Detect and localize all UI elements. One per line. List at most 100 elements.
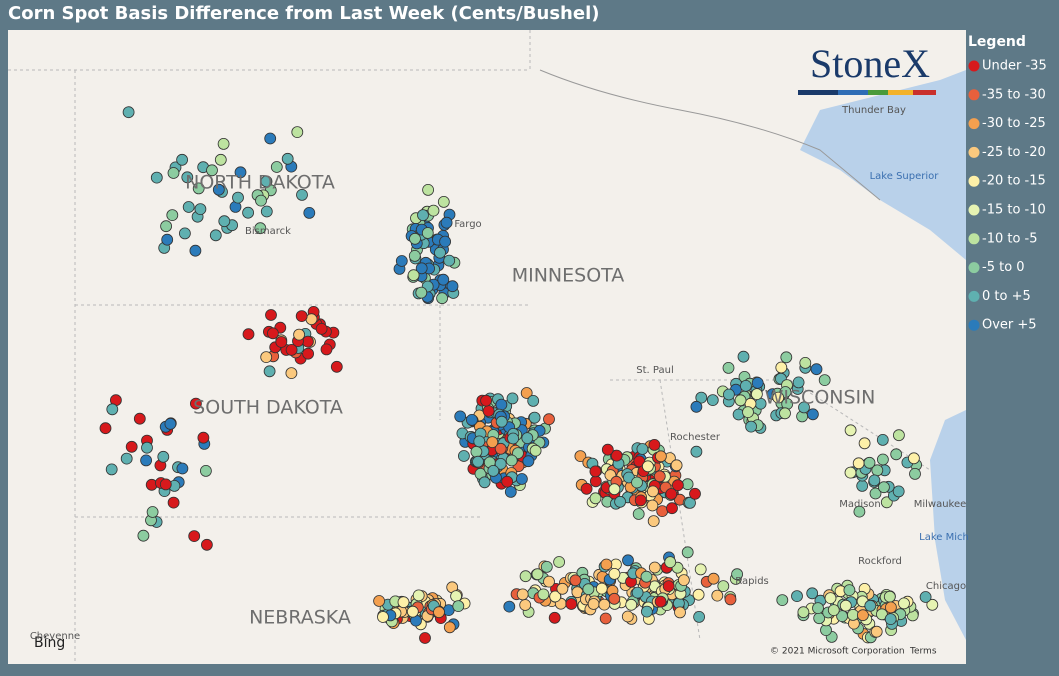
marker bbox=[427, 204, 440, 217]
marker bbox=[779, 407, 791, 420]
legend-swatch bbox=[968, 89, 980, 101]
marker bbox=[422, 183, 435, 196]
marker bbox=[495, 415, 508, 428]
marker bbox=[232, 191, 244, 204]
place-label: Rockford bbox=[858, 556, 902, 567]
marker bbox=[653, 470, 666, 483]
marker bbox=[528, 411, 541, 424]
marker bbox=[666, 502, 678, 515]
marker bbox=[182, 201, 195, 213]
marker bbox=[212, 183, 225, 196]
marker bbox=[452, 600, 465, 612]
marker bbox=[670, 459, 683, 472]
marker bbox=[648, 561, 661, 574]
marker bbox=[189, 397, 202, 410]
marker bbox=[181, 171, 194, 184]
legend-title: Legend bbox=[968, 34, 1026, 50]
marker bbox=[234, 166, 247, 179]
marker bbox=[408, 249, 421, 262]
marker bbox=[415, 262, 428, 275]
marker bbox=[214, 153, 227, 166]
marker bbox=[711, 589, 724, 602]
marker bbox=[690, 400, 703, 413]
marker bbox=[614, 495, 626, 508]
marker bbox=[662, 580, 675, 592]
legend-label: -10 to -5 bbox=[982, 231, 1038, 246]
marker bbox=[434, 246, 446, 259]
marker bbox=[856, 479, 869, 492]
marker bbox=[798, 401, 810, 414]
legend-label: 0 to +5 bbox=[982, 289, 1031, 304]
legend-panel bbox=[966, 30, 1059, 672]
marker bbox=[844, 466, 857, 479]
marker bbox=[878, 481, 890, 494]
marker bbox=[519, 570, 532, 583]
marker bbox=[176, 462, 189, 475]
marker bbox=[745, 420, 757, 433]
marker bbox=[569, 574, 582, 587]
marker bbox=[305, 313, 318, 326]
marker bbox=[549, 590, 562, 603]
marker bbox=[178, 227, 191, 240]
marker bbox=[303, 206, 316, 219]
marker bbox=[260, 351, 273, 364]
marker bbox=[908, 452, 920, 465]
marker bbox=[812, 602, 824, 614]
marker bbox=[167, 496, 180, 509]
legend-label: -5 to 0 bbox=[982, 260, 1025, 275]
marker bbox=[926, 598, 939, 611]
marker bbox=[844, 424, 857, 437]
marker bbox=[600, 558, 613, 571]
marker bbox=[751, 388, 763, 401]
marker bbox=[146, 506, 159, 518]
marker bbox=[521, 432, 534, 445]
marker bbox=[791, 590, 803, 602]
place-label: Thunder Bay bbox=[841, 105, 906, 116]
marker bbox=[919, 591, 932, 603]
map-background bbox=[8, 30, 966, 664]
legend-swatch bbox=[968, 233, 980, 245]
marker bbox=[206, 164, 218, 177]
marker bbox=[436, 292, 449, 305]
marker bbox=[217, 137, 230, 150]
legend-swatch bbox=[968, 175, 980, 187]
marker bbox=[161, 233, 174, 246]
marker bbox=[437, 273, 450, 286]
marker bbox=[281, 152, 294, 165]
marker bbox=[892, 485, 905, 498]
marker bbox=[440, 216, 453, 229]
marker bbox=[285, 367, 298, 380]
marker bbox=[478, 476, 491, 489]
marker bbox=[531, 568, 544, 581]
legend-label: Over +5 bbox=[982, 318, 1037, 333]
marker bbox=[689, 487, 701, 500]
marker bbox=[799, 356, 812, 369]
marker bbox=[266, 327, 279, 340]
marker bbox=[120, 452, 133, 465]
national-border bbox=[539, 69, 881, 201]
marker bbox=[806, 587, 819, 600]
marker bbox=[664, 556, 677, 568]
state-label: NORTH DAKOTA bbox=[185, 172, 335, 194]
marker bbox=[665, 488, 678, 500]
place-label: Bismarck bbox=[245, 226, 291, 237]
marker bbox=[407, 269, 420, 282]
marker bbox=[548, 611, 561, 624]
marker bbox=[505, 454, 518, 467]
marker bbox=[641, 605, 653, 618]
marker bbox=[824, 592, 837, 604]
terms[interactable]: Terms bbox=[909, 647, 937, 657]
marker bbox=[106, 403, 119, 416]
marker bbox=[330, 360, 343, 373]
marker bbox=[723, 388, 735, 401]
marker bbox=[506, 392, 519, 405]
marker bbox=[275, 336, 288, 348]
marker bbox=[433, 606, 445, 619]
marker bbox=[870, 625, 883, 638]
marker bbox=[454, 410, 467, 423]
marker bbox=[507, 432, 519, 445]
marker bbox=[194, 203, 207, 216]
marker bbox=[167, 167, 180, 179]
marker bbox=[522, 455, 535, 468]
